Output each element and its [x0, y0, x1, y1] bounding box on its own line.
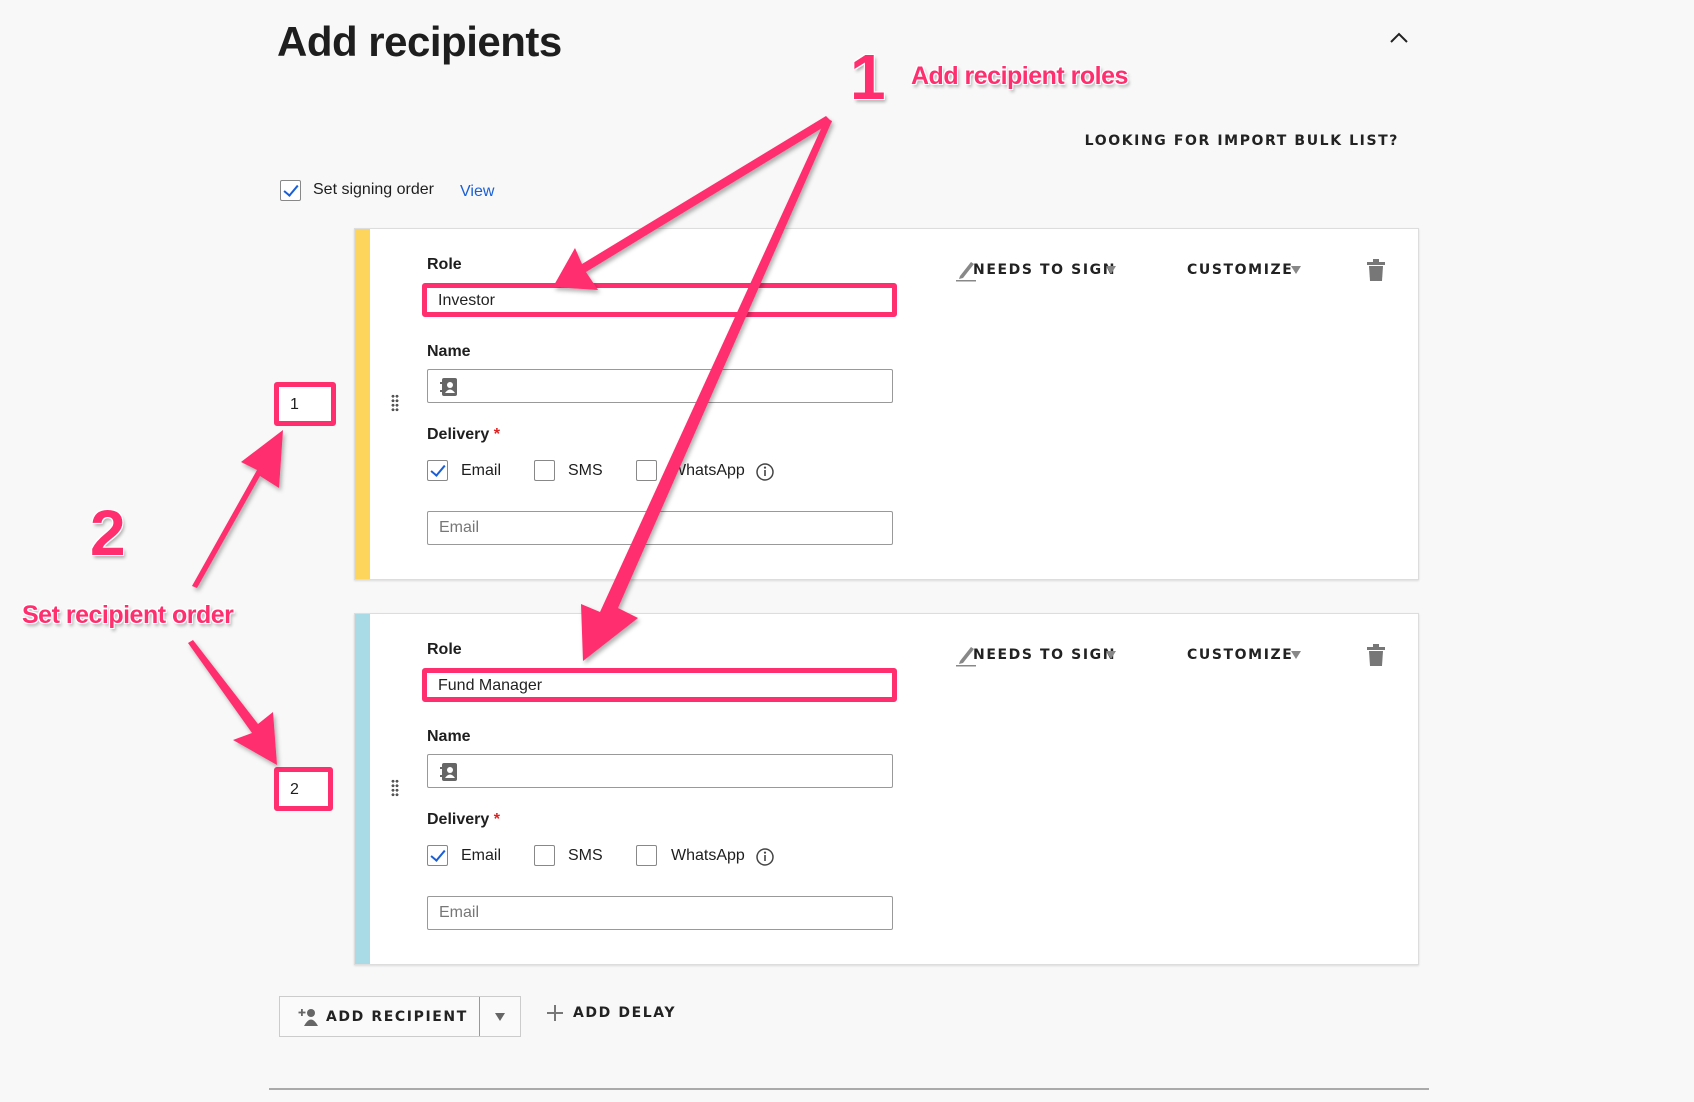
- order-input[interactable]: 2: [274, 767, 333, 811]
- contact-book-icon[interactable]: [439, 762, 459, 782]
- caret-down-icon[interactable]: [1105, 265, 1117, 275]
- add-recipient-split-button: ADD RECIPIENT: [279, 996, 521, 1037]
- pencil-icon: [956, 262, 976, 282]
- signing-order-label: Set signing order: [313, 181, 434, 198]
- page-title: Add recipients: [277, 18, 562, 65]
- annotation-highlight: [422, 283, 897, 317]
- name-input[interactable]: [427, 754, 893, 788]
- email-input[interactable]: Email: [427, 511, 893, 545]
- recipient-color-bar: [355, 614, 370, 964]
- caret-down-icon[interactable]: [1105, 650, 1117, 660]
- email-checkbox[interactable]: [427, 845, 448, 866]
- recipient-card: Role Fund Manager Name Delivery * Email …: [354, 613, 1419, 965]
- customize-dropdown[interactable]: CUSTOMIZE: [1187, 262, 1294, 278]
- pencil-icon: [956, 647, 976, 667]
- needs-to-sign-dropdown[interactable]: NEEDS TO SIGN: [973, 262, 1117, 278]
- add-recipient-label: ADD RECIPIENT: [326, 1009, 468, 1025]
- drag-handle-icon[interactable]: [391, 394, 399, 412]
- chevron-up-icon[interactable]: [1389, 30, 1409, 44]
- email-option-label: Email: [461, 847, 502, 864]
- name-label: Name: [427, 728, 471, 745]
- info-icon[interactable]: [755, 462, 775, 482]
- customize-dropdown[interactable]: CUSTOMIZE: [1187, 647, 1294, 663]
- sms-checkbox[interactable]: [534, 845, 555, 866]
- sms-option-label: SMS: [568, 847, 603, 864]
- whatsapp-checkbox[interactable]: [636, 460, 657, 481]
- whatsapp-option-label: WhatsApp: [671, 462, 745, 479]
- step-1-text: Add recipient roles: [911, 62, 1128, 90]
- recipient-card: Role Investor Name Delivery * Email SMS …: [354, 228, 1419, 580]
- divider: [269, 1088, 1429, 1090]
- step-2-text: Set recipient order: [22, 601, 234, 629]
- view-link[interactable]: View: [460, 183, 495, 200]
- delivery-label: Delivery *: [427, 426, 500, 443]
- recipient-color-bar: [355, 229, 370, 579]
- info-icon[interactable]: [755, 847, 775, 867]
- delivery-label: Delivery *: [427, 811, 500, 828]
- caret-down-icon[interactable]: [494, 1012, 506, 1022]
- email-option-label: Email: [461, 462, 502, 479]
- annotation-highlight: [422, 668, 897, 702]
- whatsapp-option-label: WhatsApp: [671, 847, 745, 864]
- email-checkbox[interactable]: [427, 460, 448, 481]
- email-input[interactable]: Email: [427, 896, 893, 930]
- signing-order-checkbox[interactable]: [280, 180, 301, 201]
- caret-down-icon[interactable]: [1290, 650, 1302, 660]
- name-input[interactable]: [427, 369, 893, 403]
- add-recipient-button[interactable]: ADD RECIPIENT: [280, 997, 480, 1036]
- contact-book-icon[interactable]: [439, 377, 459, 397]
- role-label: Role: [427, 641, 462, 658]
- step-2-number: 2: [90, 497, 126, 569]
- whatsapp-checkbox[interactable]: [636, 845, 657, 866]
- add-person-icon: [298, 1009, 318, 1026]
- needs-to-sign-dropdown[interactable]: NEEDS TO SIGN: [973, 647, 1117, 663]
- import-bulk-list-link[interactable]: LOOKING FOR IMPORT BULK LIST?: [1084, 133, 1399, 149]
- name-label: Name: [427, 343, 471, 360]
- sms-option-label: SMS: [568, 462, 603, 479]
- trash-icon[interactable]: [1367, 644, 1385, 666]
- arrow-to-order-1: [192, 430, 283, 588]
- order-input[interactable]: 1: [274, 382, 336, 426]
- sms-checkbox[interactable]: [534, 460, 555, 481]
- caret-down-icon[interactable]: [1290, 265, 1302, 275]
- step-1-number: 1: [850, 41, 886, 113]
- add-delay-button[interactable]: ADD DELAY: [573, 1005, 677, 1021]
- plus-icon: [547, 1005, 563, 1021]
- arrow-to-order-2: [188, 640, 277, 765]
- drag-handle-icon[interactable]: [391, 779, 399, 797]
- trash-icon[interactable]: [1367, 259, 1385, 281]
- role-label: Role: [427, 256, 462, 273]
